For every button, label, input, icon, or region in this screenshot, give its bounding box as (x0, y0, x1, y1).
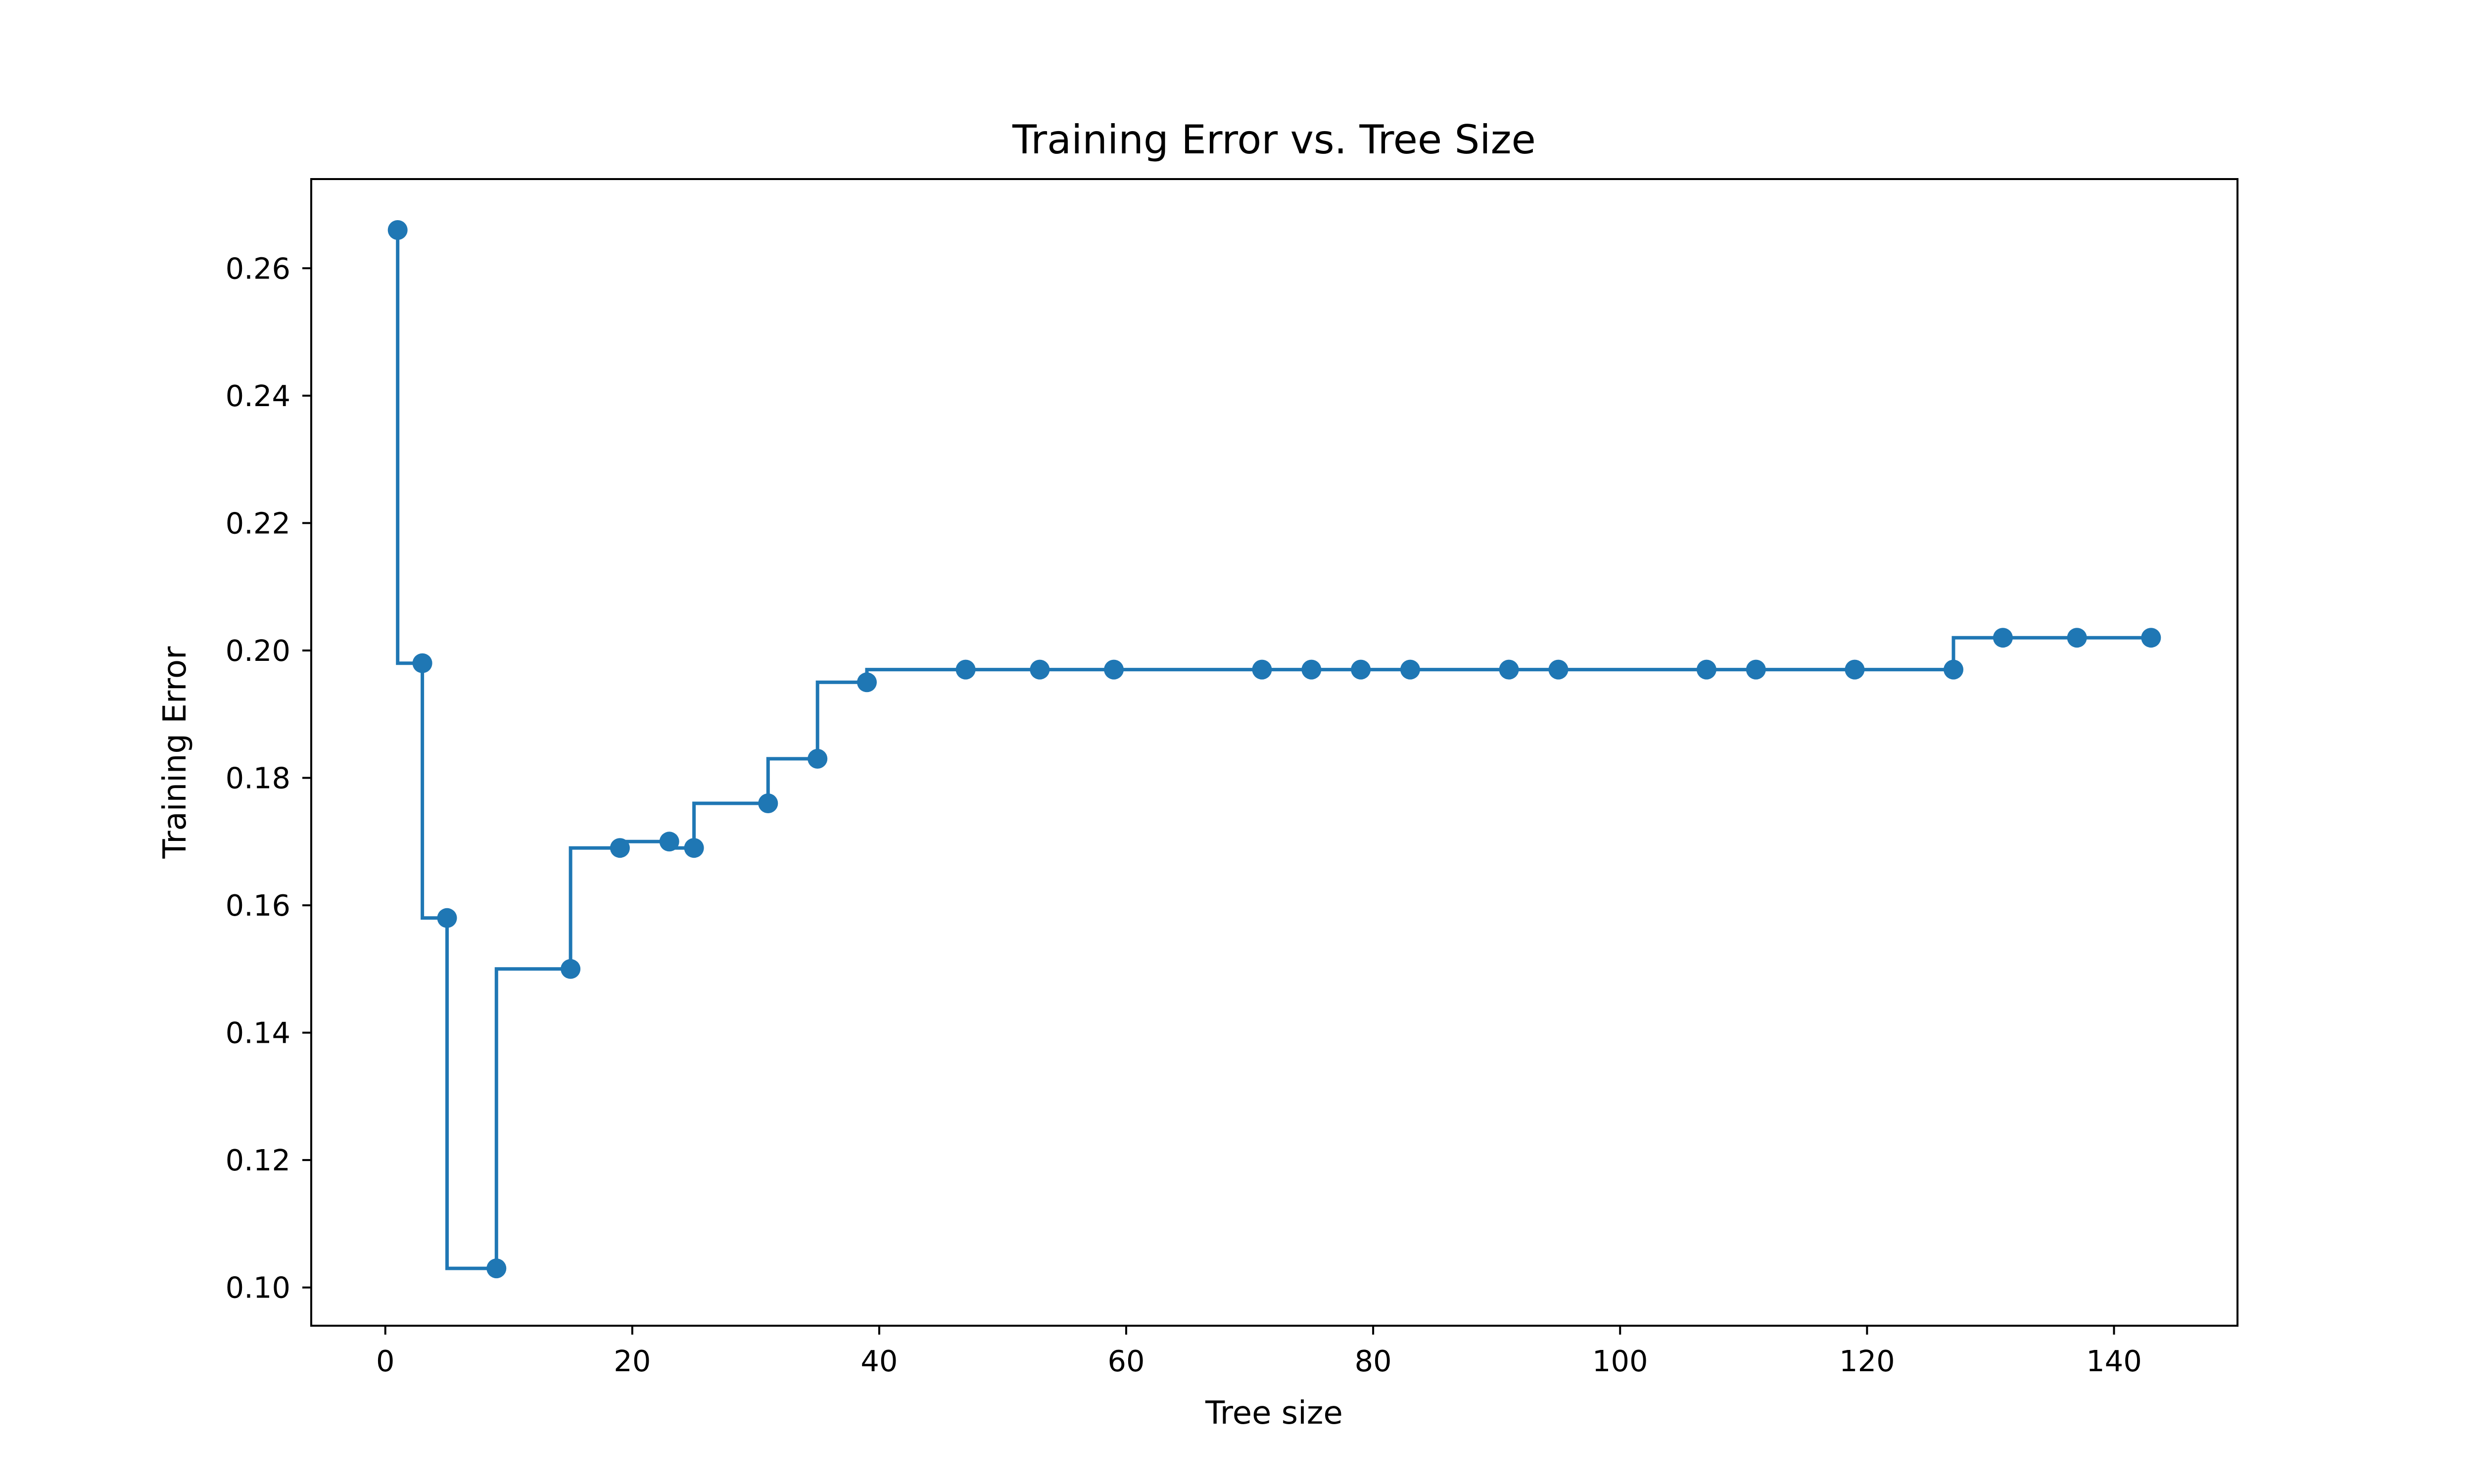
data-point (1104, 659, 1124, 680)
data-point (857, 672, 877, 693)
y-tick-label: 0.26 (226, 251, 290, 285)
y-axis: 0.10 0.12 0.14 0.16 0.18 0.20 0.22 0.24 0.26 (226, 251, 311, 1305)
data-point (1252, 659, 1272, 680)
data-point (1351, 659, 1371, 680)
x-tick-label: 60 (1107, 1344, 1144, 1378)
chart-title: Training Error vs. Tree Size (1012, 117, 1536, 163)
data-point (1746, 659, 1766, 680)
data-point (808, 748, 828, 769)
data-point (1944, 659, 1963, 680)
plot-area (387, 220, 2161, 1279)
data-point (758, 793, 778, 813)
x-tick-label: 140 (2086, 1344, 2142, 1378)
plot-frame (310, 178, 2238, 1327)
data-point (684, 838, 704, 858)
data-point (1301, 659, 1322, 680)
x-axis: 0 20 40 60 80 100 120 140 (376, 1326, 2142, 1378)
data-point (412, 653, 432, 673)
x-tick-label: 40 (860, 1344, 898, 1378)
data-point (561, 959, 581, 979)
y-tick-label: 0.12 (226, 1143, 290, 1177)
x-tick-label: 80 (1355, 1344, 1392, 1378)
data-point (1400, 659, 1420, 680)
data-point (437, 908, 457, 928)
x-tick-label: 100 (1592, 1344, 1648, 1378)
data-point (1696, 659, 1716, 680)
data-point (1030, 659, 1050, 680)
data-point (2141, 628, 2161, 648)
data-point (1993, 628, 2013, 648)
y-axis-label: Training Error (157, 646, 193, 859)
y-tick-label: 0.24 (226, 379, 290, 413)
y-tick-label: 0.20 (226, 634, 290, 668)
y-tick-label: 0.22 (226, 506, 290, 540)
data-point (387, 220, 408, 240)
data-point (659, 832, 679, 852)
data-point (610, 838, 630, 858)
x-axis-label: Tree size (1205, 1395, 1343, 1432)
y-tick-label: 0.14 (226, 1016, 290, 1050)
data-point (1499, 659, 1519, 680)
data-point (1548, 659, 1569, 680)
x-tick-label: 0 (376, 1344, 395, 1378)
series-line-0 (396, 230, 2151, 1270)
data-point (955, 659, 976, 680)
data-point (486, 1258, 507, 1279)
data-point (2067, 628, 2087, 648)
x-tick-label: 20 (614, 1344, 651, 1378)
y-tick-label: 0.10 (226, 1271, 290, 1305)
y-tick-label: 0.18 (226, 761, 290, 795)
y-tick-label: 0.16 (226, 888, 290, 923)
data-point (1845, 659, 1865, 680)
x-tick-label: 120 (1839, 1344, 1895, 1378)
